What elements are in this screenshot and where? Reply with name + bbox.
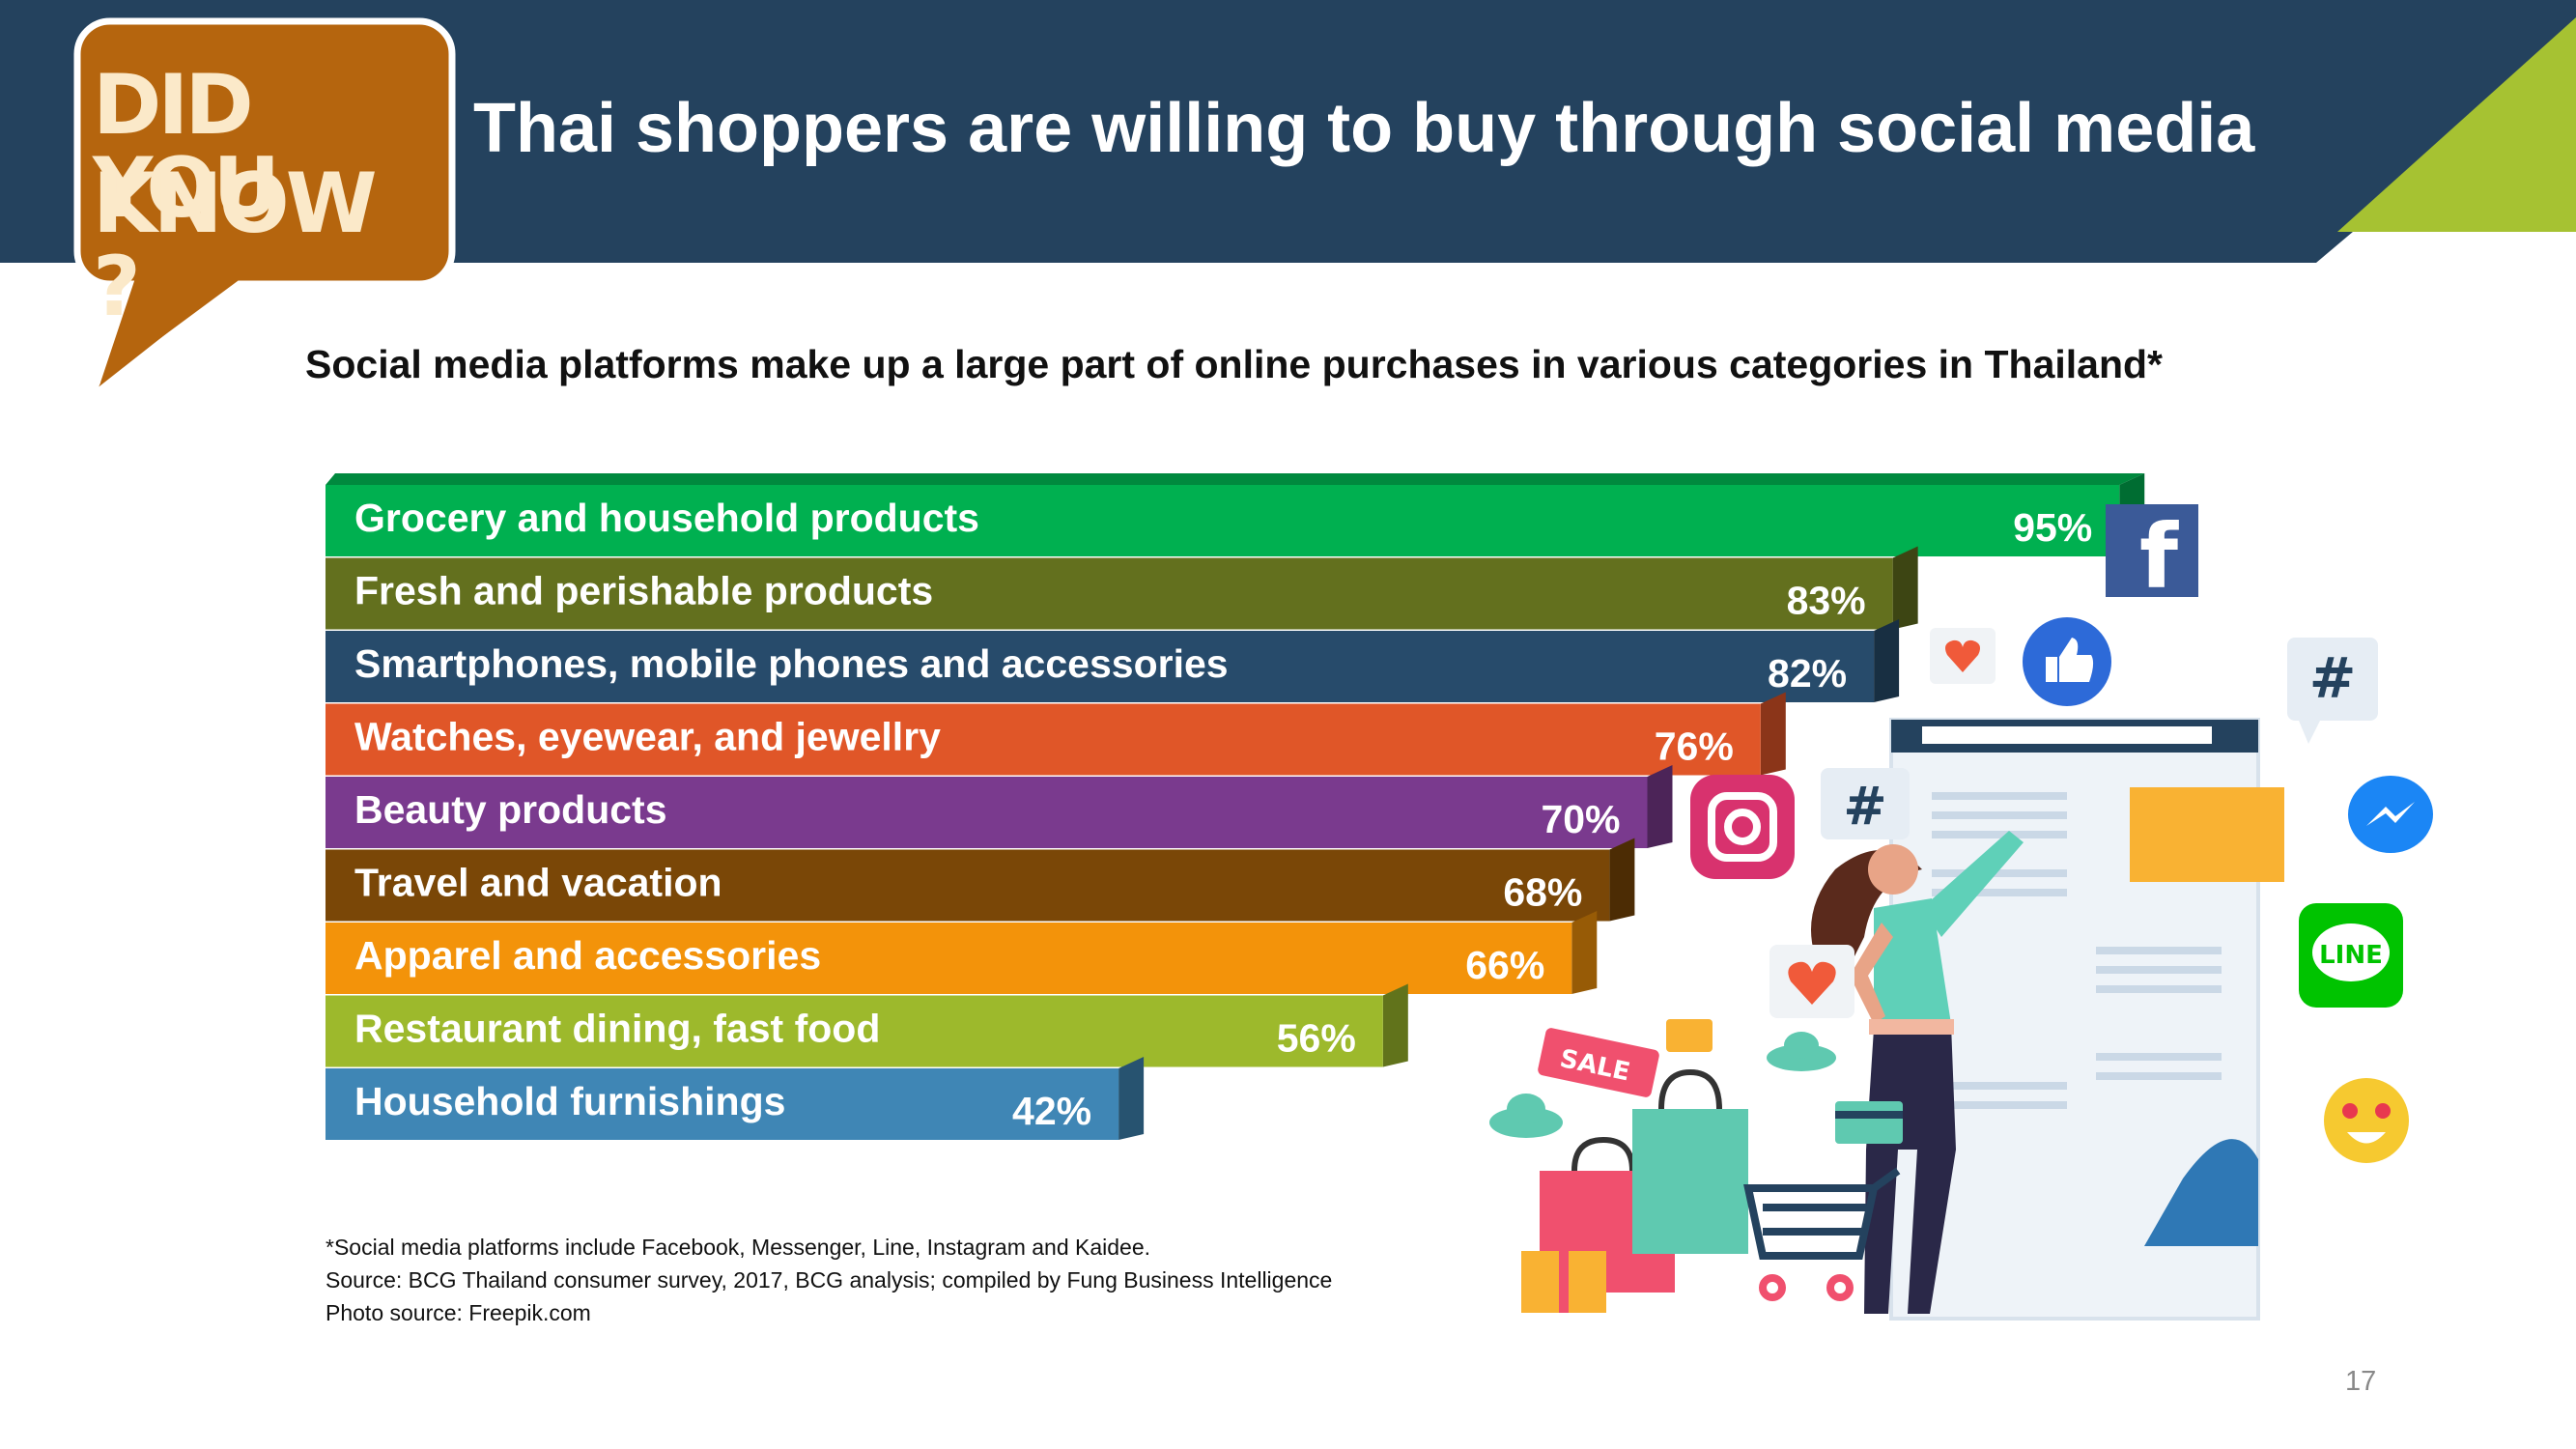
social-shopping-illustration: f LINE # # [1489, 504, 2433, 1321]
bar-side-face [1382, 983, 1408, 1067]
wallet-icon [1666, 1019, 1713, 1052]
bar [326, 777, 1648, 848]
heart-icon-2 [1769, 945, 1854, 1018]
bar-group: Travel and vacation 68% [326, 838, 1635, 922]
category-label: Smartphones, mobile phones and accessori… [354, 641, 1229, 686]
chart-title: Social media platforms make up a large p… [305, 342, 2163, 386]
bar [326, 703, 1761, 776]
bar-group: Household furnishings 42% [326, 1057, 1145, 1140]
value-label: 76% [1655, 724, 1734, 769]
bar-group: Restaurant dining, fast food 56% [326, 983, 1408, 1067]
bar [326, 995, 1383, 1067]
popup-card [2130, 787, 2284, 882]
messenger-icon [2348, 776, 2433, 853]
hashtag-icon: # [2287, 638, 2378, 744]
category-label: Apparel and accessories [354, 933, 821, 978]
emoji-icon [2324, 1078, 2409, 1163]
category-label: Restaurant dining, fast food [354, 1007, 880, 1051]
bar [326, 485, 2120, 556]
bar-group: Grocery and household products 95% [326, 473, 2145, 556]
value-label: 83% [1787, 579, 1866, 623]
bar [326, 557, 1893, 630]
page-title: Thai shoppers are willing to buy through… [473, 90, 2255, 167]
bar-side-face [1760, 692, 1786, 776]
value-label: 82% [1768, 651, 1847, 696]
value-label: 70% [1541, 797, 1620, 841]
bar-side-face [1647, 765, 1673, 848]
svg-text:#: # [1843, 776, 1886, 837]
facebook-icon: f [2106, 504, 2198, 609]
bar [326, 1068, 1119, 1140]
bar-group: Beauty products 70% [326, 765, 1673, 848]
footnote-definition: *Social media platforms include Facebook… [326, 1235, 1151, 1260]
category-label: Beauty products [354, 787, 667, 832]
bar-side-face [1892, 546, 1918, 630]
footnote-source: Source: BCG Thailand consumer survey, 20… [326, 1267, 1333, 1293]
sale-tag: SALE [1538, 1028, 1659, 1097]
cloud-decor [1489, 1032, 1836, 1138]
category-label: Fresh and perishable products [354, 569, 933, 613]
badge-line-1: DID YOU [93, 57, 280, 237]
category-label: Grocery and household products [354, 496, 979, 540]
bar-side-face [1571, 911, 1598, 994]
header-accent-triangle [2337, 17, 2576, 232]
bar [326, 923, 1572, 994]
category-label: Travel and vacation [354, 861, 722, 905]
value-label: 95% [2013, 505, 2092, 550]
bar-side-face [1609, 838, 1635, 922]
bar-side-face [1874, 619, 1900, 702]
badge-line-2: KNOW ? [93, 156, 378, 335]
category-label: Watches, eyewear, and jewellry [354, 715, 941, 759]
bar-group: Smartphones, mobile phones and accessori… [326, 619, 1900, 702]
shopping-cart-icon [1743, 1167, 1901, 1301]
hashtag-icon-2: # [1821, 768, 1910, 839]
bar [326, 849, 1610, 922]
did-you-know-badge: DID YOU KNOW ? [0, 0, 464, 406]
instagram-icon [1690, 775, 1795, 879]
bar-group: Apparel and accessories 66% [326, 911, 1598, 994]
bar-side-face [1118, 1057, 1145, 1140]
svg-text:f: f [2139, 505, 2179, 609]
svg-text:LINE: LINE [2319, 941, 2383, 970]
footnotes: *Social media platforms include Facebook… [326, 1231, 1332, 1329]
value-label: 56% [1277, 1016, 1356, 1061]
footnote-photo-source: Photo source: Freepik.com [326, 1300, 591, 1325]
value-label: 68% [1503, 870, 1582, 915]
heart-icon [1930, 628, 1996, 684]
svg-text:#: # [2309, 645, 2357, 711]
gift-icon [1521, 1251, 1606, 1313]
value-label: 66% [1465, 943, 1544, 987]
bar-group: Fresh and perishable products 83% [326, 546, 1918, 630]
credit-card-icon [1835, 1101, 1903, 1144]
page-number: 17 [2345, 1366, 2377, 1397]
value-label: 42% [1012, 1089, 1091, 1133]
like-icon [2023, 617, 2111, 706]
header-band [0, 0, 2576, 263]
bar [326, 631, 1875, 702]
bar-group: Watches, eyewear, and jewellry 76% [326, 692, 1786, 776]
category-label: Household furnishings [354, 1079, 785, 1123]
bar-top-face [326, 473, 2145, 485]
line-icon: LINE [2299, 903, 2403, 1008]
